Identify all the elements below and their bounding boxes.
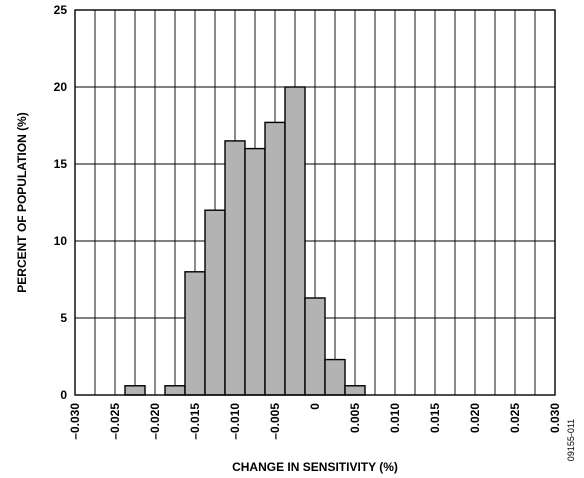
y-tick-label: 5 [60, 311, 67, 325]
y-tick-label: 25 [54, 3, 68, 17]
histogram-bar [244, 147, 266, 396]
x-axis-title: CHANGE IN SENSITIVITY (%) [232, 460, 398, 474]
y-axis-title: PERCENT OF POPULATION (%) [15, 112, 29, 292]
y-tick-label: 20 [54, 80, 68, 94]
y-tick-label: 0 [60, 388, 67, 402]
histogram-bar [184, 271, 206, 396]
y-axis-tick-labels: 0 5 10 15 20 25 [54, 3, 68, 402]
x-tick-label: –0.010 [228, 403, 242, 440]
x-tick-label: 0.010 [388, 403, 402, 433]
histogram-bar [304, 297, 326, 396]
x-tick-label: –0.025 [108, 403, 122, 440]
x-tick-label: –0.020 [148, 403, 162, 440]
plot-frame [74, 9, 556, 396]
histogram-bar [204, 209, 226, 396]
x-tick-label: –0.030 [68, 403, 82, 440]
x-tick-label: 0.020 [468, 403, 482, 433]
histogram-bar [124, 385, 146, 396]
x-tick-label: 0.005 [348, 403, 362, 433]
histogram-bar [324, 358, 346, 396]
histogram-bar [344, 385, 366, 396]
x-axis-tick-labels: –0.030 –0.025 –0.020 –0.015 –0.010 –0.005 0 0.0… [68, 403, 562, 440]
x-tick-label: 0.015 [428, 403, 442, 433]
x-tick-label: 0 [308, 403, 322, 410]
x-tick-label: –0.005 [268, 403, 282, 440]
histogram-bar [164, 385, 186, 396]
x-tick-label: 0.025 [508, 403, 522, 433]
grid [75, 10, 555, 395]
x-tick-label: –0.015 [188, 403, 202, 440]
histogram-bar [224, 140, 246, 396]
histogram-bar [264, 121, 286, 396]
bars [124, 86, 366, 396]
y-tick-label: 10 [54, 234, 68, 248]
y-tick-label: 15 [54, 157, 68, 171]
x-tick-label: 0.030 [548, 403, 562, 433]
histogram-bar [284, 86, 306, 396]
figure-code: 09155-011 [566, 419, 576, 461]
